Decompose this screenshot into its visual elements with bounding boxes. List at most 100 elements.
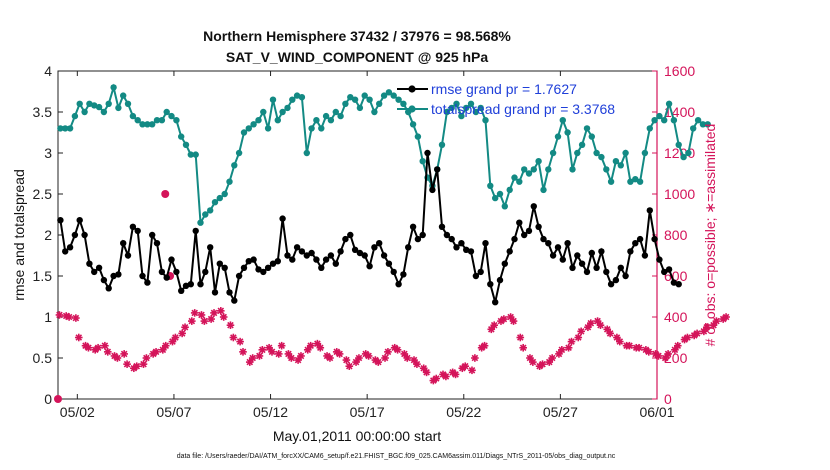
- obs-assimilated-point: [574, 333, 583, 342]
- obs-assimilated-point: [596, 321, 605, 329]
- totalspread-point: [443, 108, 451, 116]
- obs-assimilated-point: [239, 348, 247, 356]
- obs-assimilated-point: [545, 358, 554, 366]
- obs-assimilated-point: [393, 346, 402, 354]
- rmse-point: [583, 268, 591, 276]
- obs-assimilated-point: [584, 323, 592, 332]
- rmse-point: [646, 207, 653, 214]
- rmse-point: [235, 272, 243, 280]
- obs-assimilated-point: [683, 333, 692, 342]
- rmse-point: [139, 272, 146, 280]
- rmse-point: [612, 276, 620, 284]
- rmse-point: [448, 235, 455, 243]
- legend-marker-rmse: [408, 85, 416, 93]
- rmse-point: [521, 231, 528, 239]
- totalspread-point: [564, 129, 571, 136]
- rmse-point: [187, 281, 194, 288]
- rmse-point: [487, 281, 494, 288]
- right-tick-label: 0: [664, 391, 672, 407]
- rmse-point: [656, 256, 663, 263]
- totalspread-point: [260, 108, 267, 116]
- totalspread-point: [356, 104, 364, 112]
- obs-assimilated-point: [190, 309, 199, 317]
- rmse-point: [588, 249, 595, 257]
- totalspread-point: [318, 125, 325, 132]
- obs-assimilated-point: [210, 309, 218, 317]
- obs-assimilated-point: [635, 343, 643, 352]
- totalspread-point: [385, 89, 393, 96]
- rmse-point: [356, 249, 364, 257]
- totalspread-point: [231, 162, 238, 169]
- totalspread-point: [622, 149, 629, 157]
- rmse-point: [627, 248, 634, 255]
- right-tick-label: 800: [664, 227, 688, 243]
- obs-assimilated-point: [123, 360, 131, 368]
- rmse-point: [641, 252, 649, 259]
- rmse-point: [318, 264, 325, 271]
- rmse-point: [516, 219, 523, 226]
- rmse-point: [351, 246, 359, 253]
- x-tick-label: 05/12: [253, 404, 288, 420]
- rmse-point: [617, 264, 624, 271]
- totalspread-point: [168, 112, 175, 120]
- obs-assimilated-point: [413, 360, 421, 368]
- rmse-point: [477, 268, 484, 276]
- totalspread-point: [545, 166, 552, 173]
- totalspread-point: [694, 117, 702, 124]
- rmse-point: [279, 215, 286, 222]
- rmse-point: [327, 252, 335, 259]
- rmse-point: [636, 235, 644, 243]
- rmse-point: [197, 281, 204, 288]
- totalspread-point: [521, 166, 528, 173]
- rmse-point: [632, 240, 639, 247]
- rmse-point: [665, 266, 673, 273]
- rmse-point: [245, 258, 252, 265]
- obs-assimilated-point: [297, 352, 305, 360]
- totalspread-point: [245, 125, 252, 132]
- obs-assimilated-point: [410, 356, 418, 364]
- rmse-point: [168, 256, 175, 263]
- obs-assimilated-point: [352, 358, 360, 366]
- rmse-point: [76, 217, 83, 224]
- left-tick-label: 1: [44, 309, 52, 325]
- obs-assimilated-point: [355, 354, 363, 362]
- obs-assimilated-point: [451, 370, 460, 379]
- obs-assimilated-point: [419, 364, 428, 373]
- totalspread-point: [207, 207, 214, 214]
- rmse-point: [414, 235, 422, 243]
- obs-assimilated-point: [490, 321, 499, 329]
- totalspread-point: [400, 100, 407, 108]
- x-axis-label: May.01,2011 00:00:00 start: [273, 428, 441, 444]
- rmse-point: [463, 246, 470, 253]
- totalspread-point: [284, 104, 291, 112]
- rmse-point: [66, 244, 74, 251]
- totalspread-point: [61, 125, 69, 132]
- totalspread-point: [347, 94, 354, 101]
- obs-assimilated-point: [313, 339, 322, 348]
- left-tick-label: 0.5: [33, 350, 53, 366]
- totalspread-point: [279, 108, 286, 116]
- obs-assimilated-point: [374, 358, 383, 366]
- obs-assimilated-point: [432, 374, 441, 383]
- rmse-point: [670, 279, 678, 286]
- totalspread-point: [661, 117, 668, 124]
- obs-assimilated-point: [400, 350, 409, 358]
- totalspread-point: [501, 203, 508, 210]
- rmse-point: [453, 244, 460, 251]
- obs-assimilated-point: [548, 354, 556, 362]
- obs-assimilated-point: [229, 333, 238, 342]
- rmse-point: [61, 248, 69, 255]
- obs-assimilated-point: [255, 352, 264, 360]
- totalspread-point: [95, 103, 103, 111]
- totalspread-point: [607, 178, 615, 185]
- obs-assimilated-point: [188, 317, 196, 325]
- rmse-point: [240, 264, 248, 271]
- totalspread-point: [322, 112, 330, 120]
- rmse-point: [506, 248, 513, 255]
- totalspread-point: [197, 219, 204, 226]
- totalspread-point: [235, 149, 243, 157]
- totalspread-point: [57, 125, 64, 132]
- totalspread-point: [395, 96, 402, 103]
- totalspread-point: [636, 178, 644, 185]
- right-tick-label: 1000: [664, 186, 695, 202]
